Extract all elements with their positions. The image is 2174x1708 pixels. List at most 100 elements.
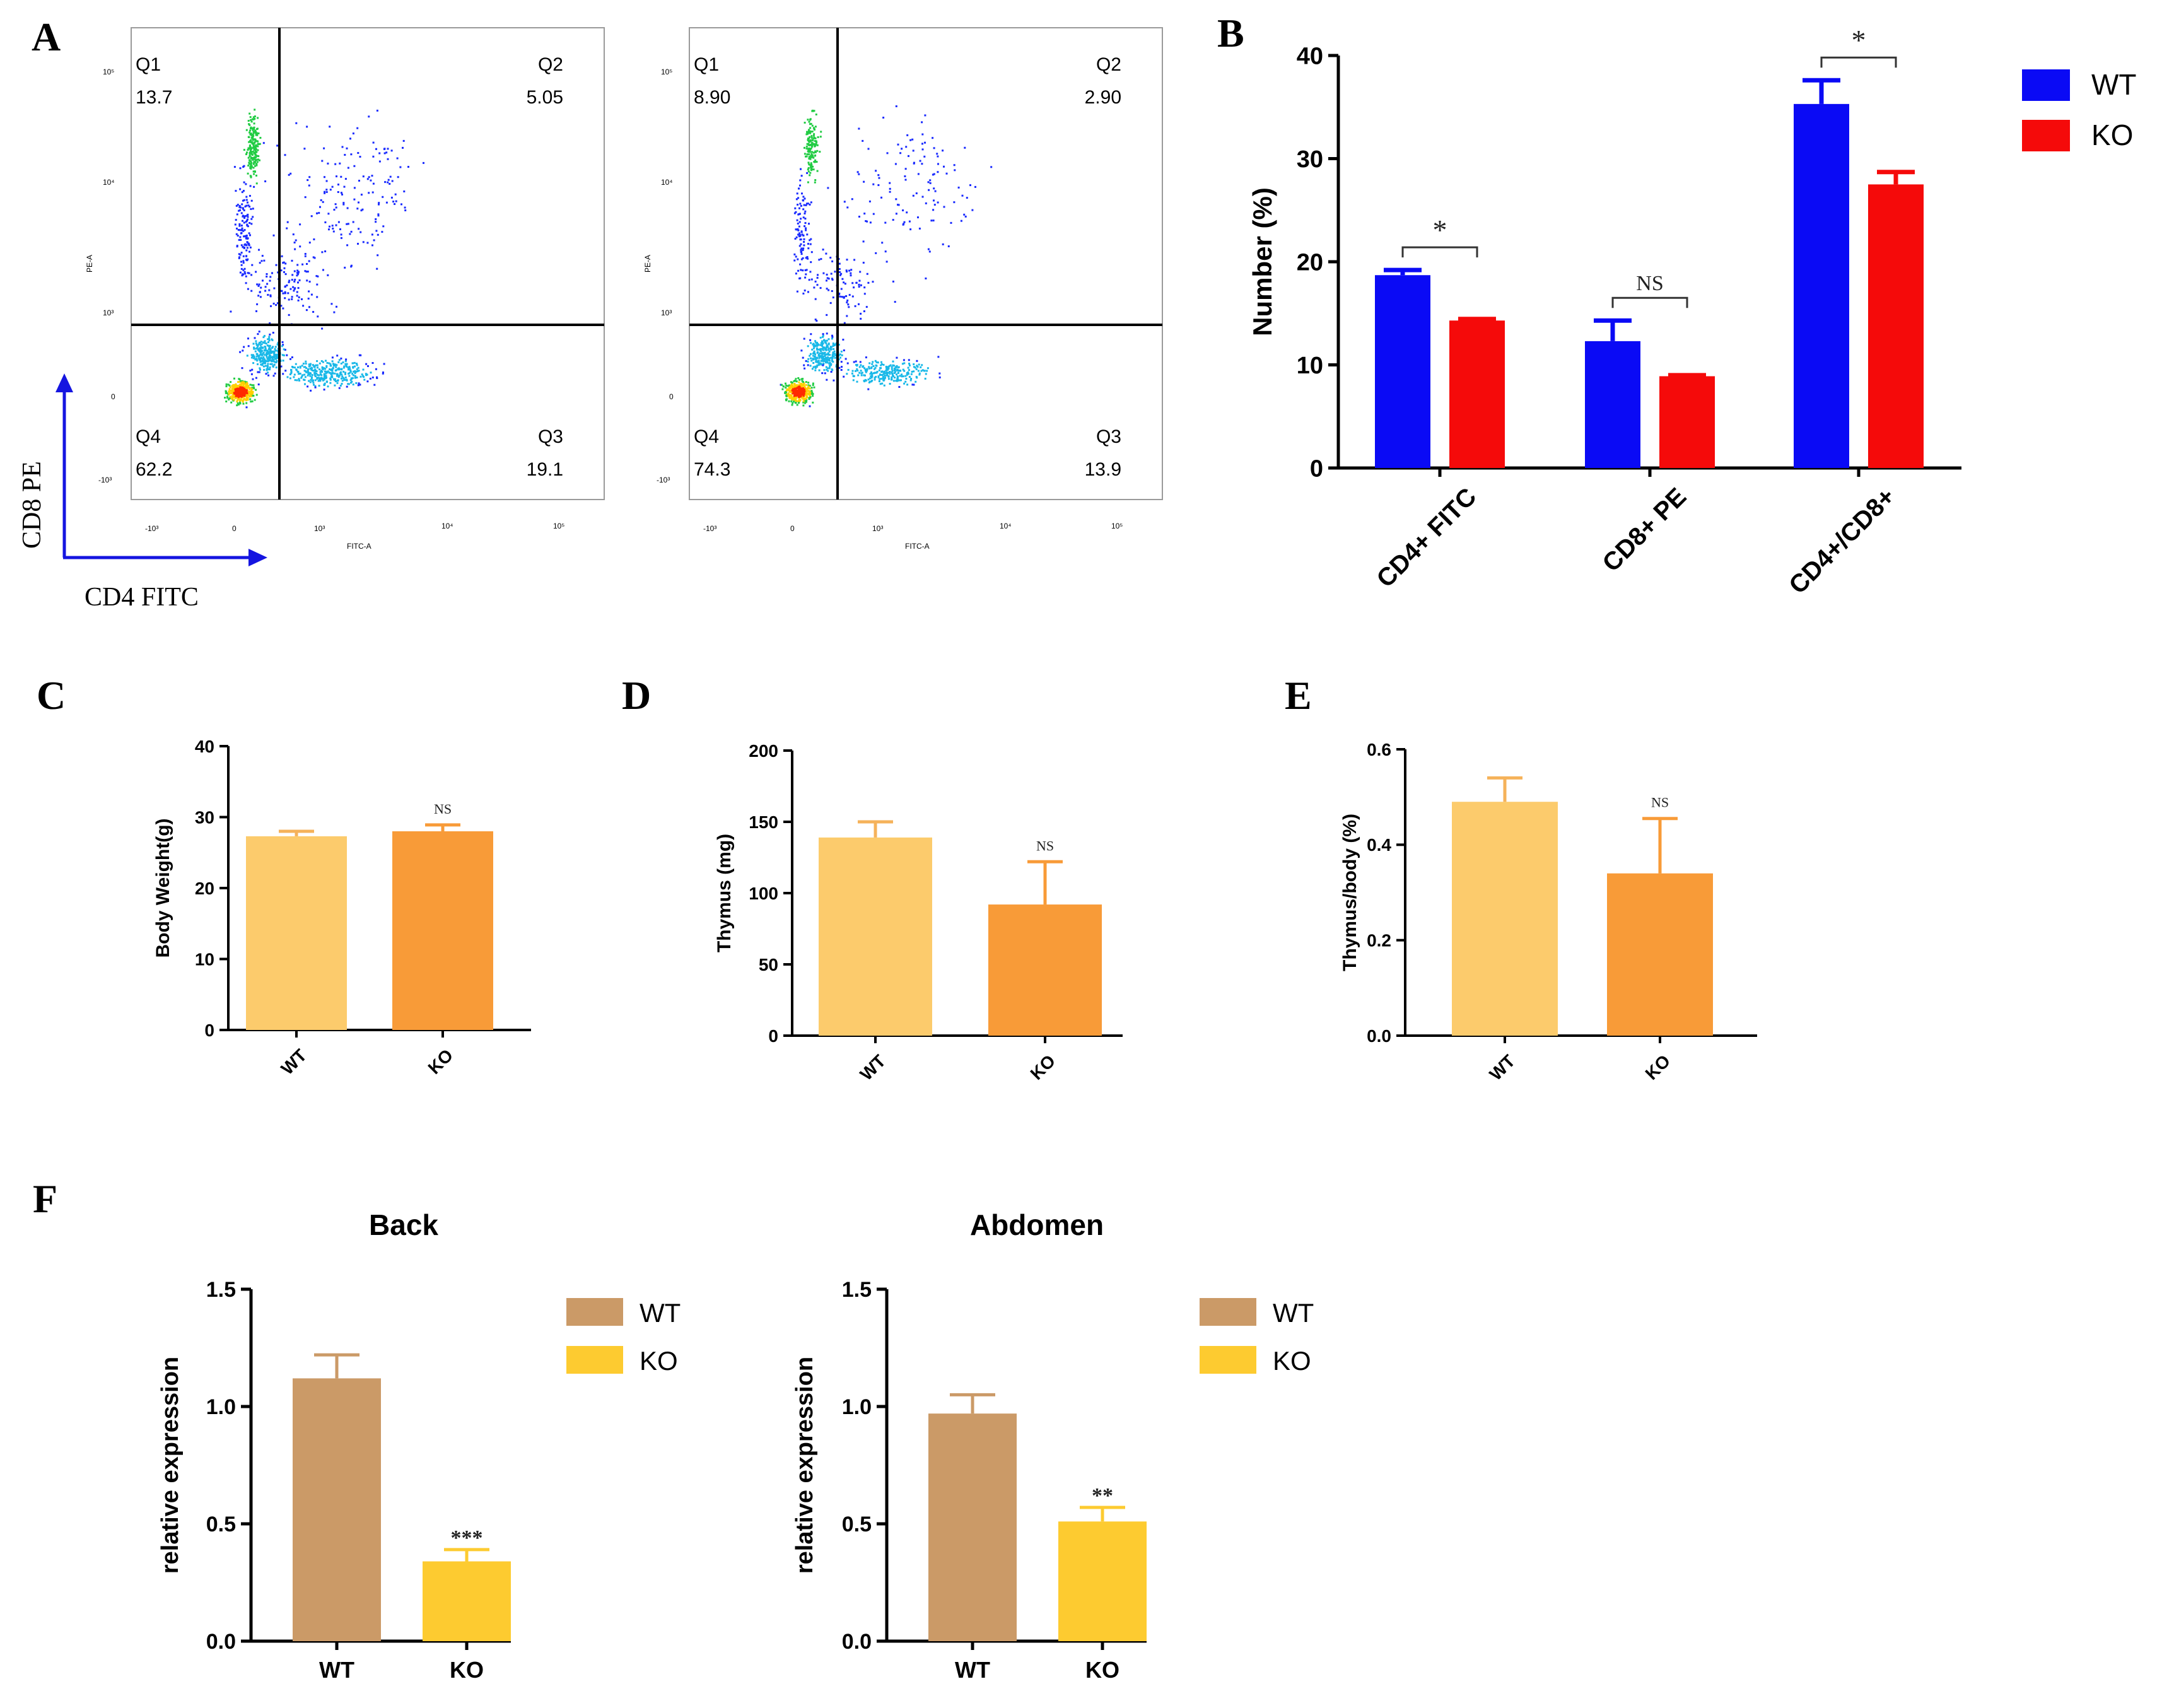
- flow-ytick: 10⁴: [103, 178, 115, 187]
- q3-label: Q3: [1096, 426, 1121, 447]
- flow-dot: [819, 349, 822, 352]
- flow-dot: [282, 307, 284, 310]
- flow-dot: [381, 231, 383, 233]
- flow-dot: [925, 373, 927, 375]
- flow-dot: [808, 158, 810, 160]
- flow-dot: [267, 341, 269, 344]
- flow-dot: [802, 269, 804, 272]
- flow-dot: [264, 346, 266, 348]
- flow-dot: [804, 290, 806, 292]
- flow-dot: [355, 382, 358, 384]
- flow-dot: [315, 370, 318, 372]
- flow-dot: [382, 225, 385, 228]
- flow-dot: [274, 361, 277, 363]
- q2-label: Q2: [538, 54, 563, 75]
- flow-dot: [329, 189, 332, 191]
- flow-dot: [338, 375, 341, 377]
- flow-dot: [245, 282, 247, 284]
- flow-dot: [346, 244, 349, 247]
- flow-dot: [276, 144, 279, 147]
- flow-dot: [838, 366, 841, 369]
- flow-dot: [341, 373, 343, 376]
- flow-dot: [241, 227, 243, 230]
- flow-dot: [259, 262, 261, 264]
- flow-dot: [324, 192, 326, 194]
- flow-dot: [884, 370, 885, 373]
- flow-dot: [255, 156, 257, 158]
- flow-dot: [262, 336, 265, 339]
- flow-dot: [239, 383, 242, 386]
- flow-dot: [798, 213, 801, 215]
- flow-dot: [254, 131, 257, 133]
- flow-dot: [237, 393, 240, 395]
- flow-dot: [271, 339, 274, 341]
- flow-dot: [821, 343, 824, 346]
- flow-dot: [881, 374, 884, 376]
- flow-dot: [838, 358, 840, 361]
- flow-dot: [806, 131, 809, 134]
- flow-dot: [245, 244, 248, 247]
- flow-dot: [897, 379, 899, 382]
- flow-dot: [806, 143, 809, 145]
- flow-dot: [252, 134, 254, 136]
- flow-dot: [802, 387, 804, 389]
- flow-dot: [816, 277, 819, 279]
- flow-dot: [788, 387, 790, 389]
- flow-dot: [228, 384, 231, 387]
- flow-dot: [330, 365, 332, 367]
- flow-dot: [242, 402, 245, 405]
- flow-dot: [313, 383, 315, 386]
- flow-dot: [810, 333, 812, 336]
- flow-dot: [901, 375, 903, 378]
- x-tick-label: KO: [450, 1657, 484, 1683]
- flow-dot: [863, 380, 866, 383]
- flow-dot: [265, 342, 267, 345]
- flow-dot: [235, 233, 238, 235]
- y-axis-label: Body Weight(g): [153, 818, 173, 957]
- flow-dot: [815, 366, 818, 368]
- flow-dot: [231, 390, 233, 393]
- flow-dot: [231, 395, 233, 397]
- flow-dot: [800, 384, 803, 387]
- flow-dot: [245, 183, 247, 185]
- flow-dot: [810, 251, 813, 254]
- flow-dot: [242, 401, 244, 403]
- flow-dot: [902, 375, 904, 378]
- flow-dot: [974, 185, 976, 188]
- flow-dot: [889, 364, 892, 366]
- flow-dot: [892, 360, 894, 363]
- flow-dot: [812, 366, 815, 368]
- flow-dot: [887, 378, 890, 380]
- flow-dot: [329, 126, 331, 128]
- flow-dot: [797, 387, 799, 389]
- q1-label: Q1: [136, 54, 161, 75]
- flow-dot: [255, 271, 257, 273]
- flow-dot: [802, 397, 804, 399]
- flow-dot: [385, 201, 388, 204]
- flow-dot: [339, 371, 342, 374]
- flow-dot: [813, 133, 815, 136]
- flow-dot: [875, 252, 877, 254]
- flow-dot: [870, 377, 873, 379]
- flow-dot: [793, 401, 795, 403]
- flow-dot: [808, 156, 810, 158]
- flow-dot: [259, 368, 261, 371]
- flow-dot: [315, 364, 317, 366]
- flow-dot: [927, 181, 930, 184]
- flow-dot: [313, 371, 316, 374]
- flow-dot: [286, 354, 288, 356]
- flow-dot: [259, 342, 262, 344]
- flow-dot: [263, 259, 266, 262]
- flow-dot: [321, 160, 324, 162]
- flow-dot: [804, 402, 807, 404]
- flow-dot: [250, 164, 252, 167]
- flow-dot: [231, 393, 234, 395]
- flow-xtick: -10³: [145, 524, 158, 533]
- flow-dot: [916, 377, 918, 379]
- flow-dot: [954, 169, 956, 172]
- flow-dot: [275, 264, 278, 266]
- flow-dot: [810, 167, 813, 169]
- flow-dot: [231, 385, 233, 387]
- flow-dot: [252, 170, 255, 173]
- flow-dot: [807, 364, 809, 366]
